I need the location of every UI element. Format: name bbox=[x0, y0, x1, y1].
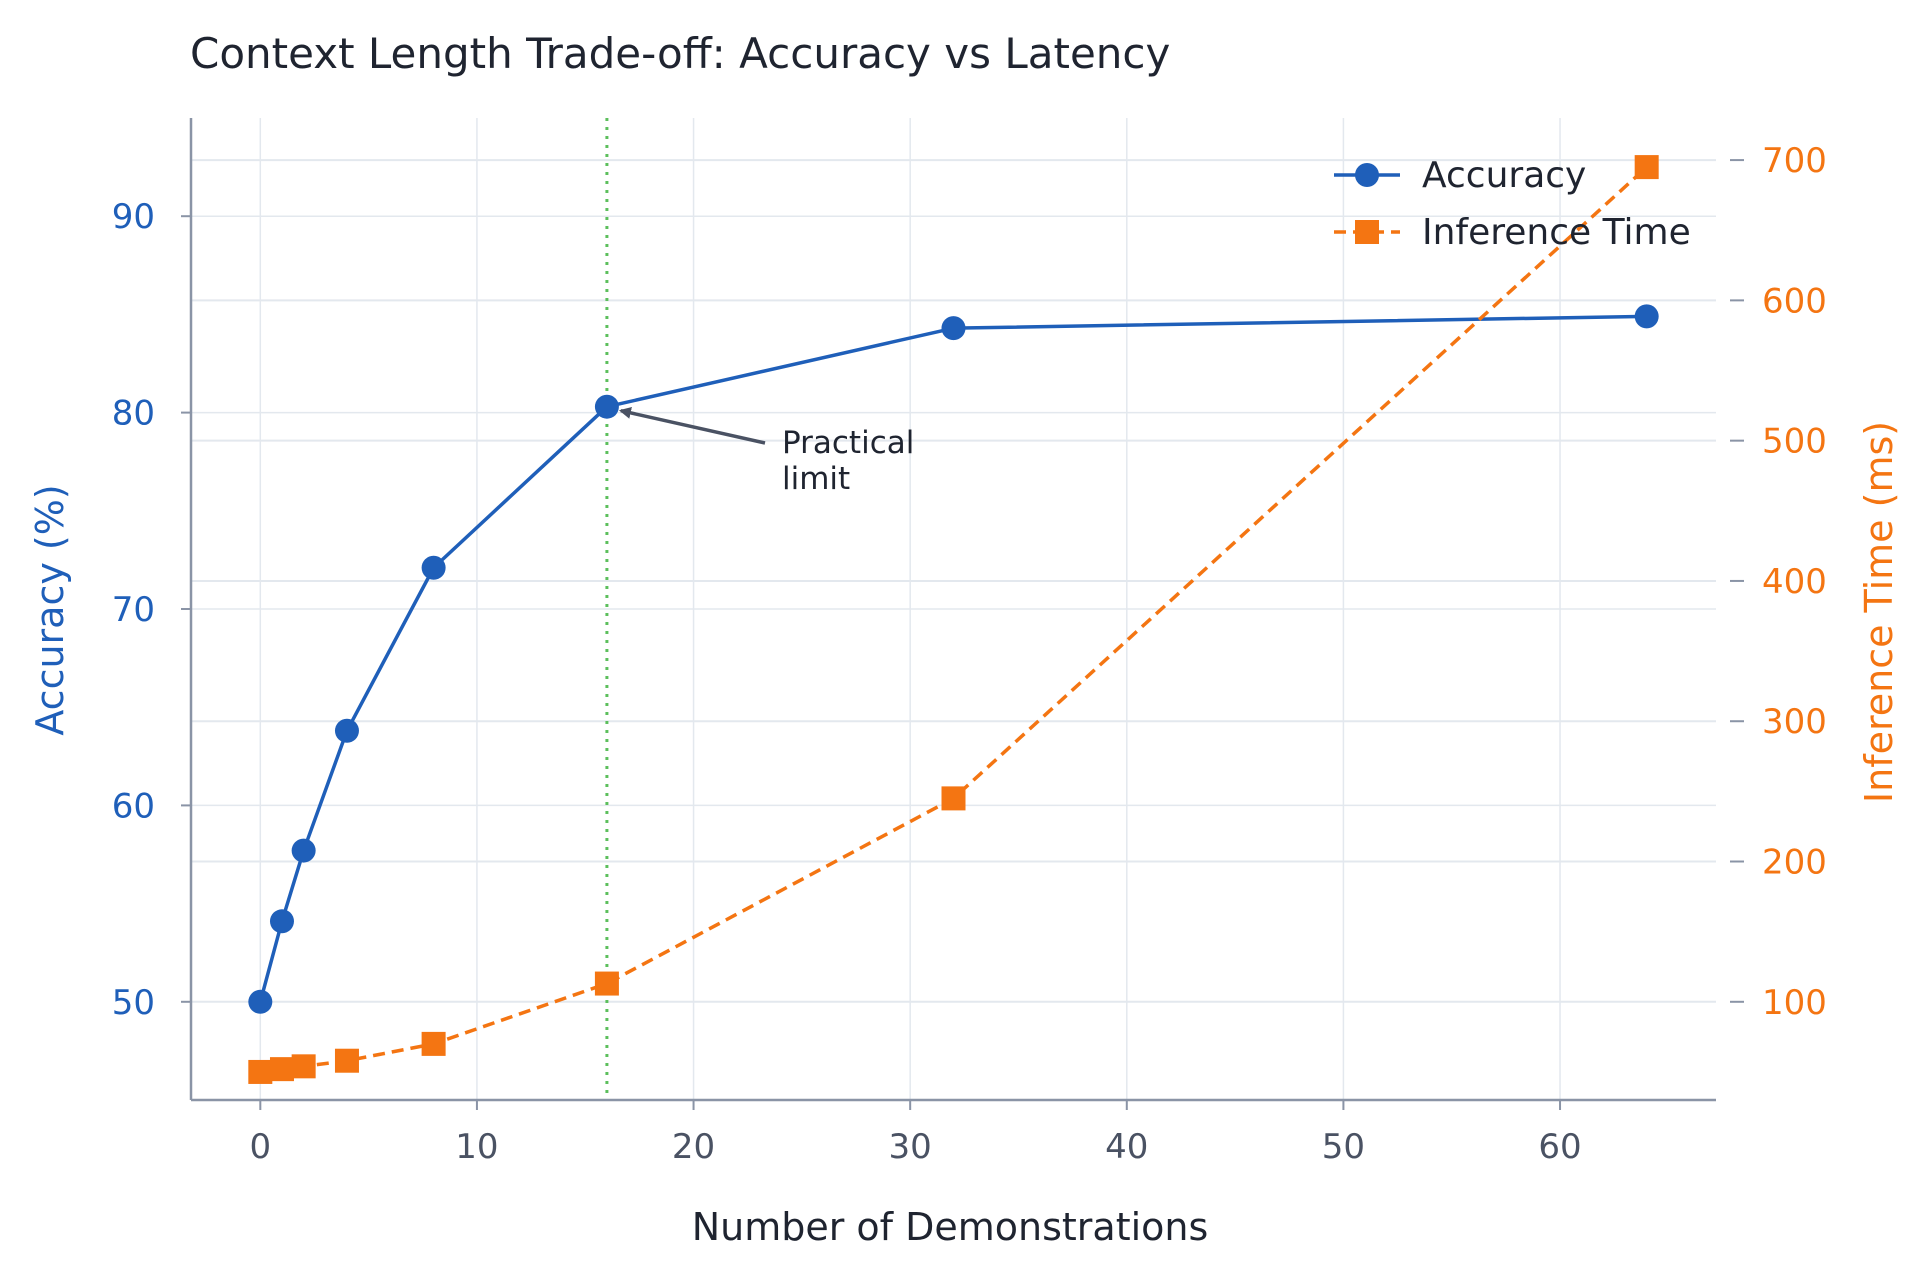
y-left-tick-label: 80 bbox=[112, 394, 155, 434]
y-left-tick-label: 90 bbox=[112, 197, 155, 237]
legend-label-accuracy: Accuracy bbox=[1422, 155, 1586, 196]
series-line-accuracy bbox=[258, 314, 1647, 1003]
y-right-tick-label: 700 bbox=[1762, 141, 1827, 181]
annotation-text: Practical limit bbox=[782, 425, 924, 497]
y-axis-right-label: Inference Time (ms) bbox=[1857, 421, 1901, 803]
x-tick-label: 40 bbox=[1105, 1127, 1148, 1167]
y-right-tick-label: 500 bbox=[1762, 422, 1827, 462]
legend: Accuracy Inference Time bbox=[1334, 155, 1691, 253]
annotation-practical-limit: Practical limit bbox=[618, 407, 924, 497]
point-accuracy bbox=[421, 555, 446, 580]
y-left-tick-label: 50 bbox=[112, 983, 155, 1023]
x-tick-label: 50 bbox=[1322, 1127, 1365, 1167]
annotation-line-2: limit bbox=[782, 461, 850, 497]
point-inference-time bbox=[594, 971, 619, 996]
y-left-tick-label: 70 bbox=[112, 590, 155, 630]
x-axis-label: Number of Demonstrations bbox=[692, 1205, 1209, 1249]
point-inference-time bbox=[1634, 155, 1659, 180]
grid bbox=[191, 118, 1716, 1100]
point-accuracy bbox=[291, 838, 316, 863]
y-right-tick-label: 600 bbox=[1762, 281, 1827, 321]
point-inference-time bbox=[248, 1059, 273, 1084]
y-right-tick-label: 300 bbox=[1762, 702, 1827, 742]
point-accuracy bbox=[269, 909, 294, 934]
x-tick-label: 30 bbox=[889, 1127, 932, 1167]
legend-marker-accuracy bbox=[1355, 163, 1379, 187]
point-accuracy bbox=[248, 989, 273, 1014]
point-accuracy bbox=[1634, 304, 1659, 329]
x-tick-label: 60 bbox=[1538, 1127, 1581, 1167]
axes: 0 10 20 30 40 50 60 50 60 70 80 90 100 200 300 400 500 60… bbox=[112, 118, 1827, 1167]
x-tick-label: 10 bbox=[455, 1127, 498, 1167]
legend-item-inference-time: Inference Time bbox=[1334, 212, 1691, 253]
legend-marker-inference-time bbox=[1355, 220, 1379, 244]
y-right-tick-label: 200 bbox=[1762, 843, 1827, 883]
point-accuracy bbox=[941, 316, 966, 341]
annotation-line-1: Practical bbox=[782, 425, 914, 461]
y-axis-left-label: Accuracy (%) bbox=[28, 484, 72, 735]
point-inference-time bbox=[334, 1048, 359, 1073]
point-inference-time bbox=[269, 1057, 294, 1082]
y-right-tick-label: 100 bbox=[1762, 983, 1827, 1023]
point-accuracy bbox=[594, 394, 619, 419]
chart-title: Context Length Trade-off: Accuracy vs La… bbox=[190, 29, 1170, 78]
legend-item-accuracy: Accuracy bbox=[1334, 155, 1586, 196]
legend-label-inference-time: Inference Time bbox=[1422, 212, 1691, 253]
x-tick-label: 0 bbox=[249, 1127, 271, 1167]
point-inference-time bbox=[291, 1054, 316, 1079]
y-left-tick-label: 60 bbox=[112, 786, 155, 826]
annotation-arrow bbox=[618, 407, 766, 445]
point-inference-time bbox=[941, 786, 966, 811]
point-accuracy bbox=[334, 718, 359, 743]
series-line-inference-time bbox=[260, 165, 1648, 1074]
y-right-tick-label: 400 bbox=[1762, 562, 1827, 602]
point-inference-time bbox=[421, 1031, 446, 1056]
series-layer bbox=[248, 155, 1659, 1084]
x-tick-label: 20 bbox=[672, 1127, 715, 1167]
